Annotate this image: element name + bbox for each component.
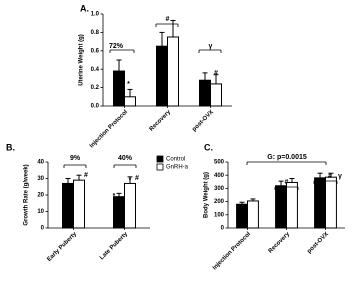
bar [314,177,326,229]
panel-label: C. [204,142,213,152]
bar [167,36,179,107]
legend-swatch [156,155,164,163]
y-tick-label: 500 [214,160,225,166]
y-axis-label: Body Weight (g) [204,172,210,218]
annotation: # [135,175,139,182]
bar [247,200,259,229]
panel-label: A. [80,3,89,13]
bar [286,181,298,229]
y-axis-label: Uterine Weight (g) [79,34,85,86]
y-tick-label: 0.6 [91,48,100,54]
bar [124,182,136,229]
bar [199,79,211,107]
x-tick-label: Injection Protocol [89,109,129,149]
bar [236,203,249,229]
bar [210,83,222,107]
y-tick-label: 30 [37,176,44,182]
x-tick-label: Recovery [149,109,173,133]
bar [62,182,74,229]
legend-label: Control [166,157,185,163]
annotation: * [113,193,116,200]
bar [124,96,136,107]
annotation: 9% [70,155,81,162]
annotation: # [285,179,289,186]
bar [156,45,168,107]
panel-label: B. [6,142,15,152]
x-tick-label: Late Puberty [99,231,129,261]
annotation: γ [209,43,213,50]
annotation: 40% [118,155,133,162]
annotation: # [214,70,218,77]
annotation: * [127,81,130,88]
y-tick-label: 200 [214,199,225,205]
y-tick-label: 10 [37,209,44,215]
y-tick-label: 40 [37,160,44,166]
x-tick-label: post-OVX [191,109,215,133]
annotation: 72% [109,43,124,50]
y-axis-label: Growth Rate (g/week) [24,164,30,225]
y-tick-label: 0.4 [91,67,100,73]
bar [275,185,287,229]
bar [113,70,125,107]
x-tick-label: Early Puberty [46,231,78,263]
annotation: γ [338,173,342,180]
y-tick-label: 0.0 [91,104,100,110]
legend-swatch [156,163,164,171]
annotation: G: p=0.0015 [267,154,307,161]
y-tick-label: 0.8 [91,30,100,36]
y-tick-label: 20 [37,193,44,199]
y-tick-label: 0 [221,226,225,232]
legend-label: GnRH-a [166,165,189,171]
annotation: # [166,16,170,23]
bar [325,176,337,229]
y-tick-label: 0.2 [91,85,100,91]
annotation: # [328,173,332,180]
y-tick-label: 0 [41,226,45,232]
annotation: * [129,177,132,184]
bar [113,196,125,229]
annotation: # [84,172,88,179]
x-tick-label: Recovery [268,231,292,255]
y-tick-label: 100 [214,212,225,218]
x-tick-label: post-OVX [306,231,330,255]
y-tick-label: 300 [214,186,225,192]
y-tick-label: 1.0 [91,12,100,18]
bar [73,179,85,229]
y-tick-label: 400 [214,173,225,179]
x-tick-label: Injection Protocol [212,231,252,271]
